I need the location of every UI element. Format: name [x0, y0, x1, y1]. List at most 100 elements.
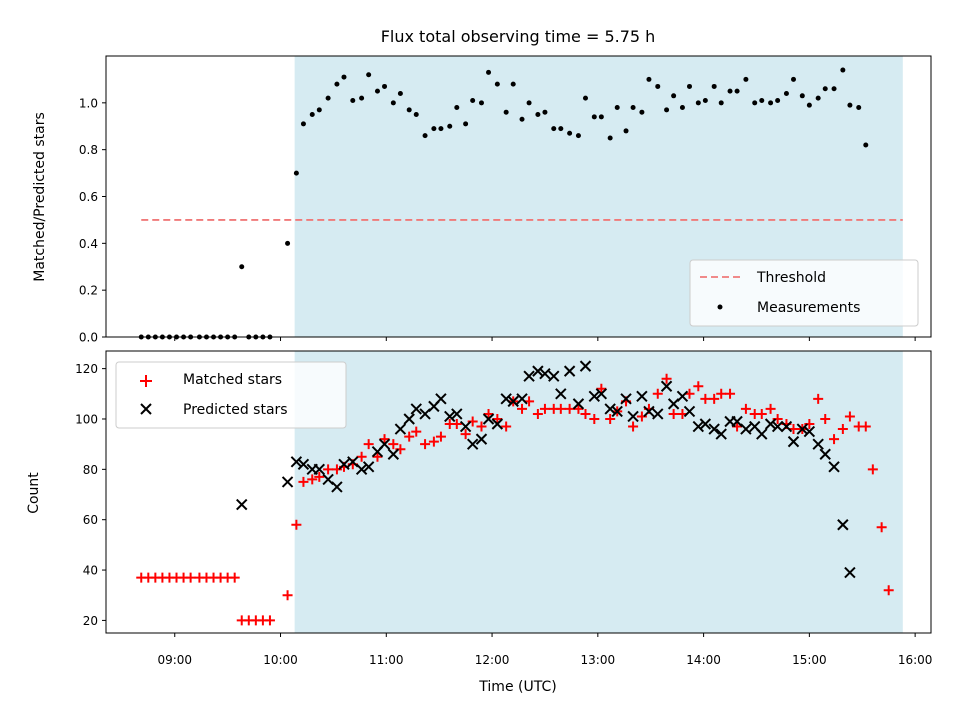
matched-stars-point — [411, 426, 422, 437]
measurement-point — [494, 81, 500, 87]
predicted-stars-point — [555, 388, 567, 400]
measurement-point — [325, 95, 331, 101]
predicted-stars-point — [636, 390, 648, 403]
y-tick-label: 100 — [75, 412, 98, 426]
matched-stars-point — [580, 408, 591, 419]
measurement-point — [598, 114, 604, 120]
predicted-stars-point — [362, 461, 375, 473]
x-tick-label: 15:00 — [792, 653, 827, 667]
predicted-stars-point — [611, 405, 623, 418]
matched-stars-point — [314, 471, 325, 482]
matched-stars-point — [291, 519, 302, 530]
measurement-point — [422, 133, 428, 139]
matched-stars-point — [716, 388, 727, 399]
matched-stars-point — [323, 464, 334, 475]
legend-threshold-label: Threshold — [756, 270, 826, 286]
predicted-stars-point — [532, 365, 544, 377]
matched-stars-point — [596, 383, 607, 394]
matched-stars-point — [435, 431, 446, 442]
matched-stars-point — [363, 439, 374, 450]
matched-stars-point — [837, 424, 848, 435]
predicted-stars-point — [516, 393, 528, 405]
measurement-point — [300, 121, 306, 127]
y-tick-label: 0.0 — [79, 331, 98, 345]
matched-stars-point — [820, 413, 831, 424]
x-axis-label: Time (UTC) — [478, 679, 556, 695]
predicted-stars-point — [837, 519, 849, 531]
measurement-point — [847, 102, 853, 108]
measurement-point — [293, 170, 299, 176]
matched-stars-point — [307, 474, 318, 485]
x-tick-label: 14:00 — [686, 653, 721, 667]
matched-stars-point — [420, 439, 431, 450]
matched-stars-points — [136, 373, 894, 626]
y-tick-label: 0.6 — [79, 190, 98, 204]
measurement-point — [542, 109, 548, 115]
measurement-point — [743, 76, 749, 82]
predicted-stars-point — [643, 405, 655, 418]
predicted-stars-point — [523, 370, 535, 382]
bottom-panel: 20 40 60 80 100 120 09:00 10:00 11:00 12:00 13:00… — [26, 350, 932, 695]
matched-stars-point — [555, 403, 566, 414]
matched-stars-point — [844, 411, 855, 422]
y-tick-label: 120 — [75, 362, 98, 376]
predicted-stars-point — [507, 395, 519, 408]
measurement-point — [679, 105, 685, 111]
predicted-stars-point — [563, 365, 576, 377]
predicted-stars-point — [780, 420, 793, 433]
measurement-point — [655, 83, 661, 89]
predicted-stars-point — [403, 413, 415, 425]
y-tick-label: 1.0 — [79, 96, 98, 110]
bottom-x-ticks: 09:00 10:00 11:00 12:00 13:00 14:00 15:00 16:00 — [157, 633, 932, 667]
measurement-point — [431, 126, 437, 132]
predicted-stars-point — [803, 425, 816, 438]
matched-stars-point — [725, 388, 736, 399]
measurement-point — [285, 240, 291, 246]
measurement-point — [607, 135, 613, 141]
measurement-point — [390, 100, 396, 106]
predicted-stars-point — [435, 393, 447, 405]
measurement-point — [646, 76, 652, 82]
predicted-stars-point — [281, 476, 294, 488]
matched-stars-point — [476, 421, 487, 432]
predicted-stars-point — [539, 367, 551, 380]
measurement-point — [454, 105, 460, 111]
measurement-point — [486, 69, 492, 75]
measurement-point — [806, 102, 812, 108]
measurement-point — [447, 123, 453, 129]
measurement-point — [734, 88, 740, 94]
predicted-stars-point — [620, 393, 632, 405]
measurement-point — [374, 88, 380, 94]
legend-matched-swatch — [140, 375, 152, 387]
predicted-stars-point — [844, 566, 856, 579]
measurement-point — [334, 81, 340, 87]
predicted-stars-point — [588, 390, 601, 403]
bottom-y-ticks: 20 40 60 80 100 120 — [75, 362, 106, 628]
predicted-stars-point — [764, 418, 777, 430]
measurement-points — [138, 67, 869, 340]
matched-stars-point — [564, 403, 575, 414]
top-y-axis-label: Matched/Predicted stars — [32, 112, 48, 282]
measurement-point — [702, 97, 708, 103]
predicted-stars-point — [459, 420, 472, 433]
measurement-point — [463, 121, 469, 127]
matched-stars-point — [740, 403, 751, 414]
matched-stars-point — [264, 615, 275, 626]
measurement-point — [856, 105, 862, 111]
predicted-stars-point — [331, 481, 343, 493]
predicted-stars-point — [708, 423, 720, 435]
predicted-stars-point — [451, 408, 463, 420]
matched-stars-point — [693, 381, 704, 392]
predicted-stars-point — [548, 370, 560, 382]
matched-stars-point — [492, 413, 503, 424]
measurement-point — [711, 83, 717, 89]
predicted-stars-point — [579, 360, 592, 372]
x-tick-label: 10:00 — [263, 653, 298, 667]
predicted-stars-point — [572, 398, 585, 410]
measurement-point — [551, 126, 557, 132]
matched-stars-point — [539, 403, 550, 414]
measurement-point — [575, 133, 581, 139]
y-tick-label: 0.4 — [79, 237, 98, 251]
matched-stars-point — [860, 421, 871, 432]
